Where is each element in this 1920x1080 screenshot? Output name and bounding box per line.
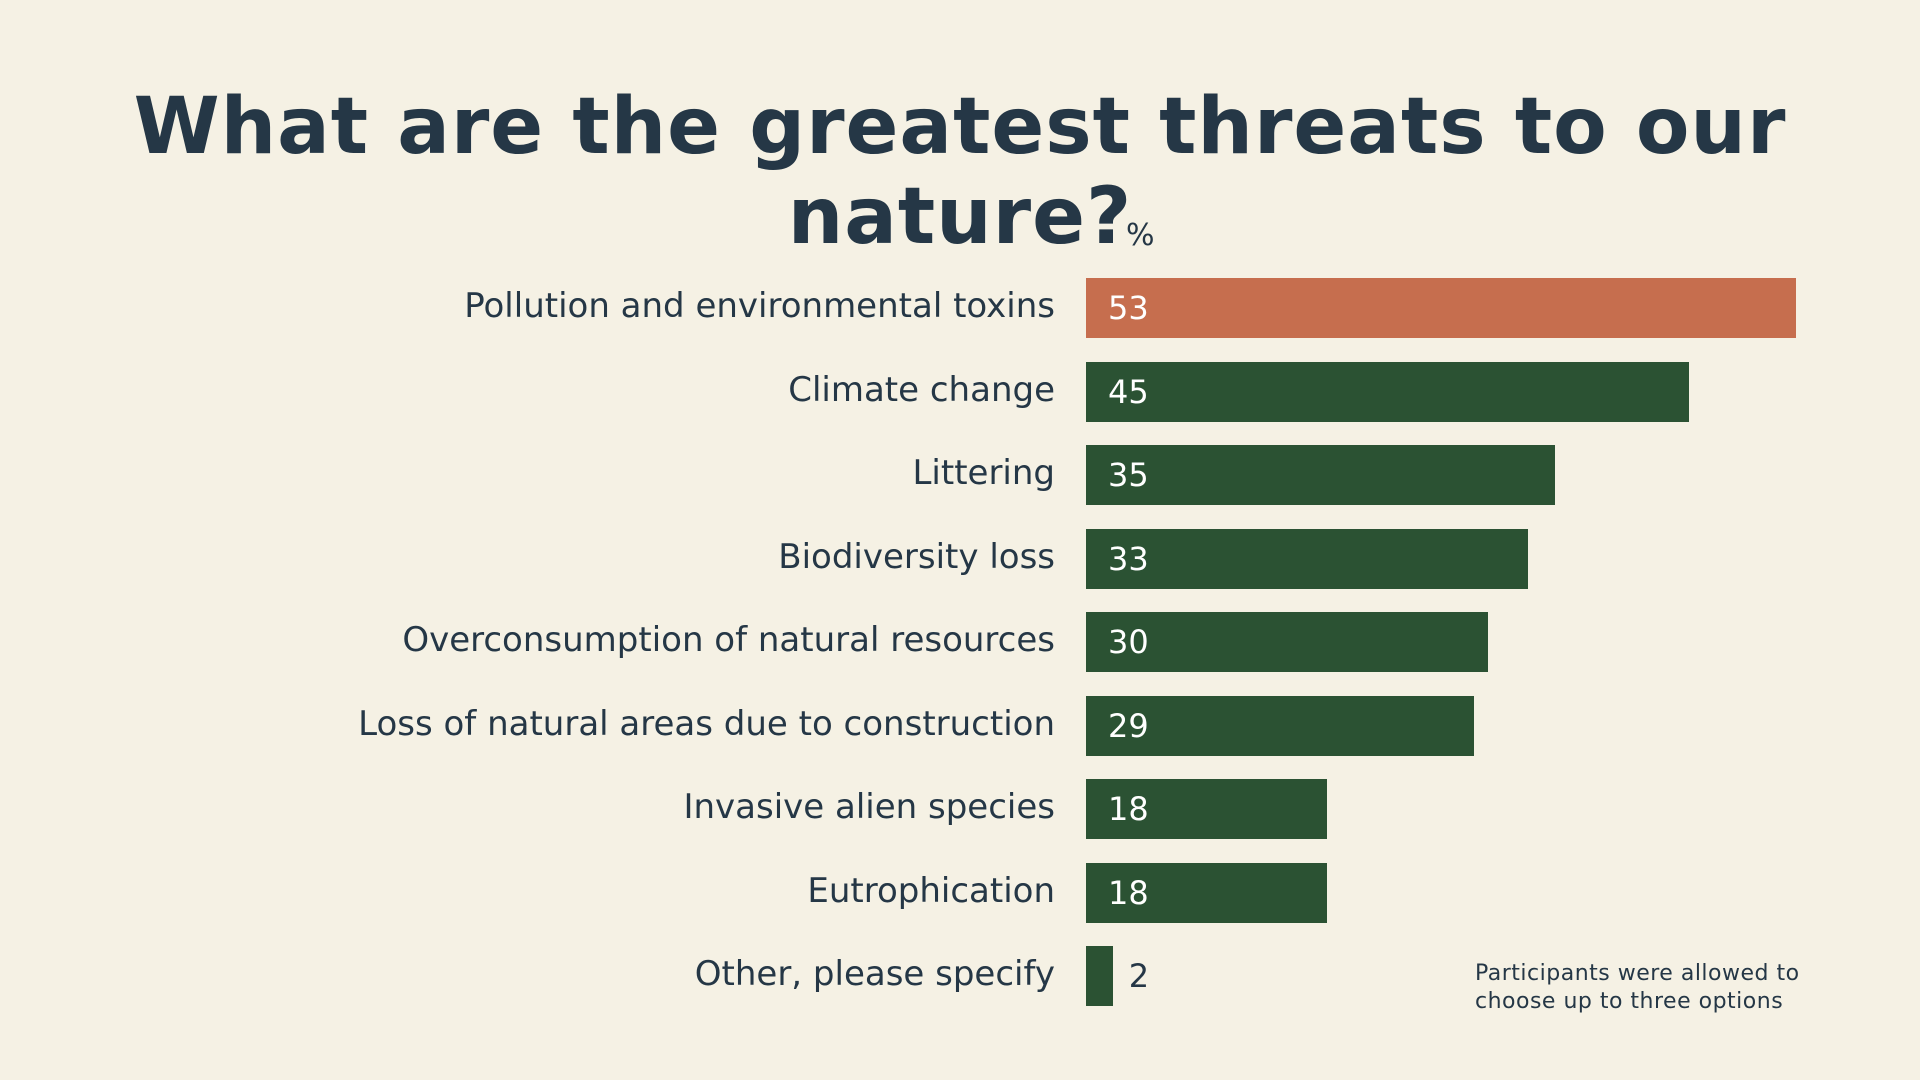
bar xyxy=(1086,445,1555,505)
category-label: Climate change xyxy=(788,369,1055,410)
category-label: Invasive alien species xyxy=(683,787,1055,827)
category-label: Loss of natural areas due to constructio… xyxy=(358,703,1055,744)
data-label: 2 xyxy=(1128,957,1150,995)
data-label: 33 xyxy=(1108,539,1149,578)
bar xyxy=(1086,278,1796,338)
data-label: 18 xyxy=(1108,790,1149,828)
data-label: 30 xyxy=(1108,623,1149,661)
unit-label: % xyxy=(1126,218,1155,253)
bar xyxy=(1086,361,1689,422)
data-label: 45 xyxy=(1108,372,1149,411)
bar xyxy=(1086,695,1475,756)
data-label: 29 xyxy=(1108,706,1149,745)
bar xyxy=(1086,779,1328,839)
category-label: Eutrophication xyxy=(807,870,1055,911)
bar xyxy=(1086,862,1328,923)
category-label: Littering xyxy=(912,453,1055,493)
category-label: Pollution and environmental toxins xyxy=(464,286,1055,326)
bar xyxy=(1086,946,1113,1006)
footnote-line: choose up to three options xyxy=(1475,989,1784,1014)
data-label: 35 xyxy=(1108,456,1149,494)
category-label: Biodiversity loss xyxy=(778,536,1055,577)
footnote-line: Participants were allowed to xyxy=(1475,961,1800,986)
bar xyxy=(1086,528,1529,589)
chart-title: What are the greatest threats to our nat… xyxy=(133,82,1787,262)
bar xyxy=(1086,612,1488,672)
category-label: Other, please specify xyxy=(694,954,1055,994)
data-label: 18 xyxy=(1108,873,1149,912)
footnote: Participants were allowed to choose up t… xyxy=(1475,960,1800,1016)
data-label: 53 xyxy=(1108,289,1149,327)
category-label: Overconsumption of natural resources xyxy=(402,620,1055,660)
